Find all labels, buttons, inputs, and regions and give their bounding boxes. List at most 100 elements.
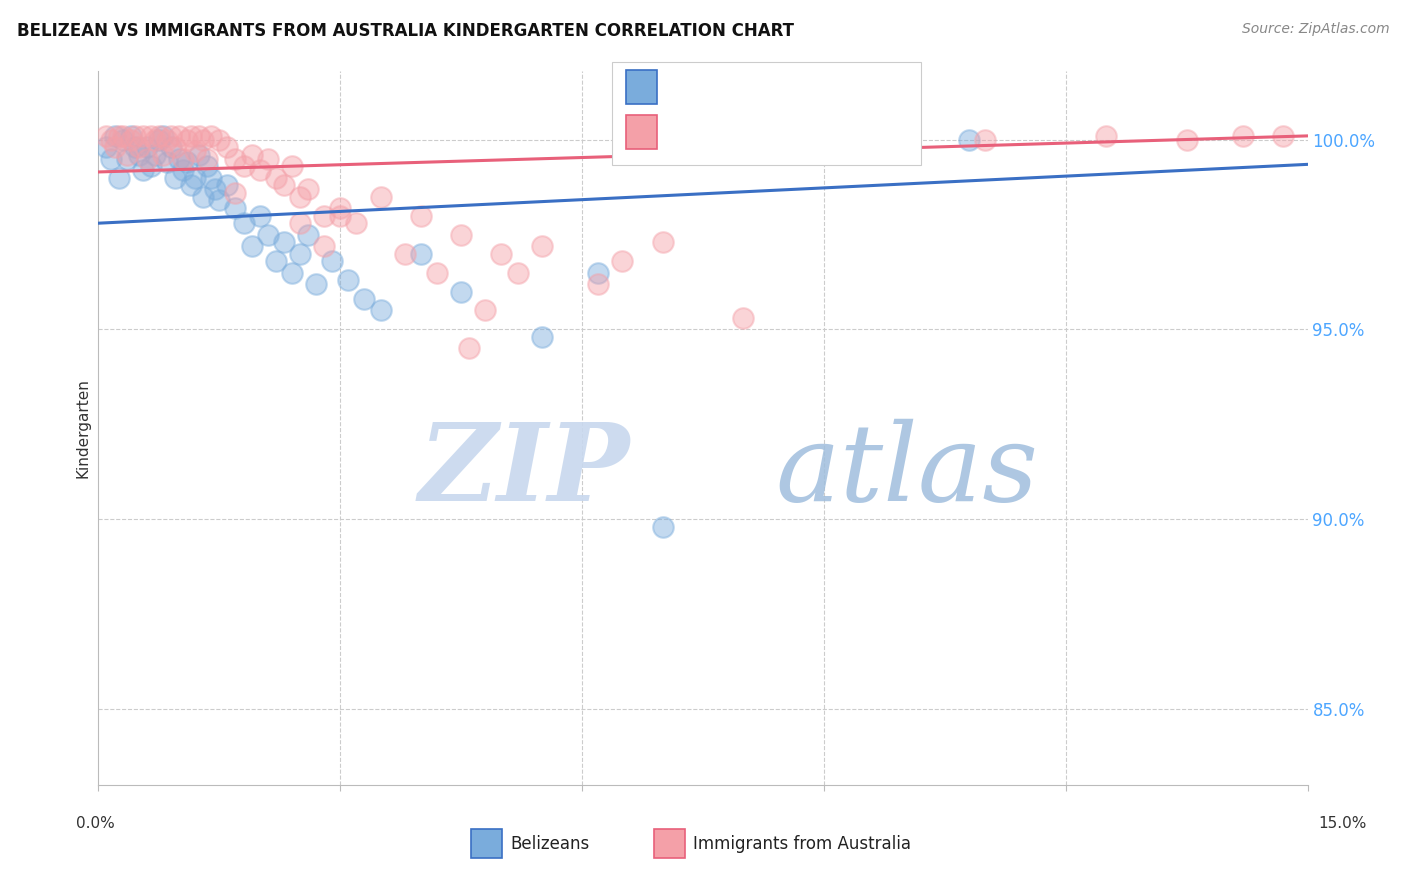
Text: R =: R = [671,78,710,96]
Point [135,152,157,166]
Point [426,266,449,280]
Text: R =: R = [671,123,710,141]
Point [115,152,138,166]
Point [193,133,215,147]
Point [273,178,295,193]
Point [288,189,311,203]
Point [264,170,287,185]
Point [224,201,246,215]
Point [167,128,190,143]
Text: 0.134: 0.134 [713,123,769,141]
Text: 53: 53 [815,78,841,96]
Text: Immigrants from Australia: Immigrants from Australia [693,835,911,853]
Point [193,189,215,203]
Point [370,189,392,203]
Point [188,148,211,162]
Text: 0.113: 0.113 [713,78,769,96]
Point [586,266,609,280]
Point [111,133,134,147]
Y-axis label: Kindergarten: Kindergarten [75,378,90,478]
Point [651,235,673,249]
Point [344,216,367,230]
Point [139,159,162,173]
Point [450,227,472,242]
Point [370,303,392,318]
Point [297,182,319,196]
Point [208,194,231,208]
Point [240,239,263,253]
Text: N =: N = [773,123,813,141]
Point [353,292,375,306]
Point [893,133,915,147]
Point [474,303,496,318]
Point [160,140,183,154]
Point [337,273,360,287]
Point [124,140,146,154]
Point [314,239,336,253]
Point [321,254,343,268]
Point [409,246,432,260]
Point [120,133,142,147]
Point [612,254,634,268]
Point [530,330,553,344]
Point [772,140,794,154]
Point [264,254,287,268]
Point [103,140,125,154]
Text: N =: N = [773,78,813,96]
Point [249,163,271,178]
Point [100,133,122,147]
Point [208,133,231,147]
Point [152,148,174,162]
Point [394,246,416,260]
Point [176,133,198,147]
Point [1232,128,1254,143]
Point [152,128,174,143]
Point [200,128,222,143]
Point [156,155,179,169]
Point [329,201,352,215]
Point [853,133,876,147]
Point [288,246,311,260]
Point [163,170,186,185]
Point [111,128,134,143]
Point [167,152,190,166]
Point [224,186,246,200]
Point [256,152,278,166]
Point [224,152,246,166]
Point [128,140,150,154]
Point [249,209,271,223]
Point [1175,133,1198,147]
Point [305,277,328,291]
Point [281,266,304,280]
Point [491,246,513,260]
Point [974,133,997,147]
Text: 0.0%: 0.0% [76,816,115,831]
Point [124,128,146,143]
Point [107,170,129,185]
Point [96,140,118,154]
Text: 15.0%: 15.0% [1319,816,1367,831]
Point [281,159,304,173]
Text: BELIZEAN VS IMMIGRANTS FROM AUSTRALIA KINDERGARTEN CORRELATION CHART: BELIZEAN VS IMMIGRANTS FROM AUSTRALIA KI… [17,22,794,40]
Text: Belizeans: Belizeans [510,835,589,853]
Point [813,128,835,143]
Point [143,148,166,162]
Point [132,128,155,143]
Point [195,159,218,173]
Point [148,133,170,147]
Point [128,148,150,162]
Point [240,148,263,162]
Point [184,170,207,185]
Text: atlas: atlas [776,418,1039,524]
Point [156,133,179,147]
Point [273,235,295,249]
Point [409,209,432,223]
Point [204,182,226,196]
Point [586,277,609,291]
Point [530,239,553,253]
Point [172,163,194,178]
Point [195,152,218,166]
Point [107,128,129,143]
Point [176,155,198,169]
Point [450,285,472,299]
